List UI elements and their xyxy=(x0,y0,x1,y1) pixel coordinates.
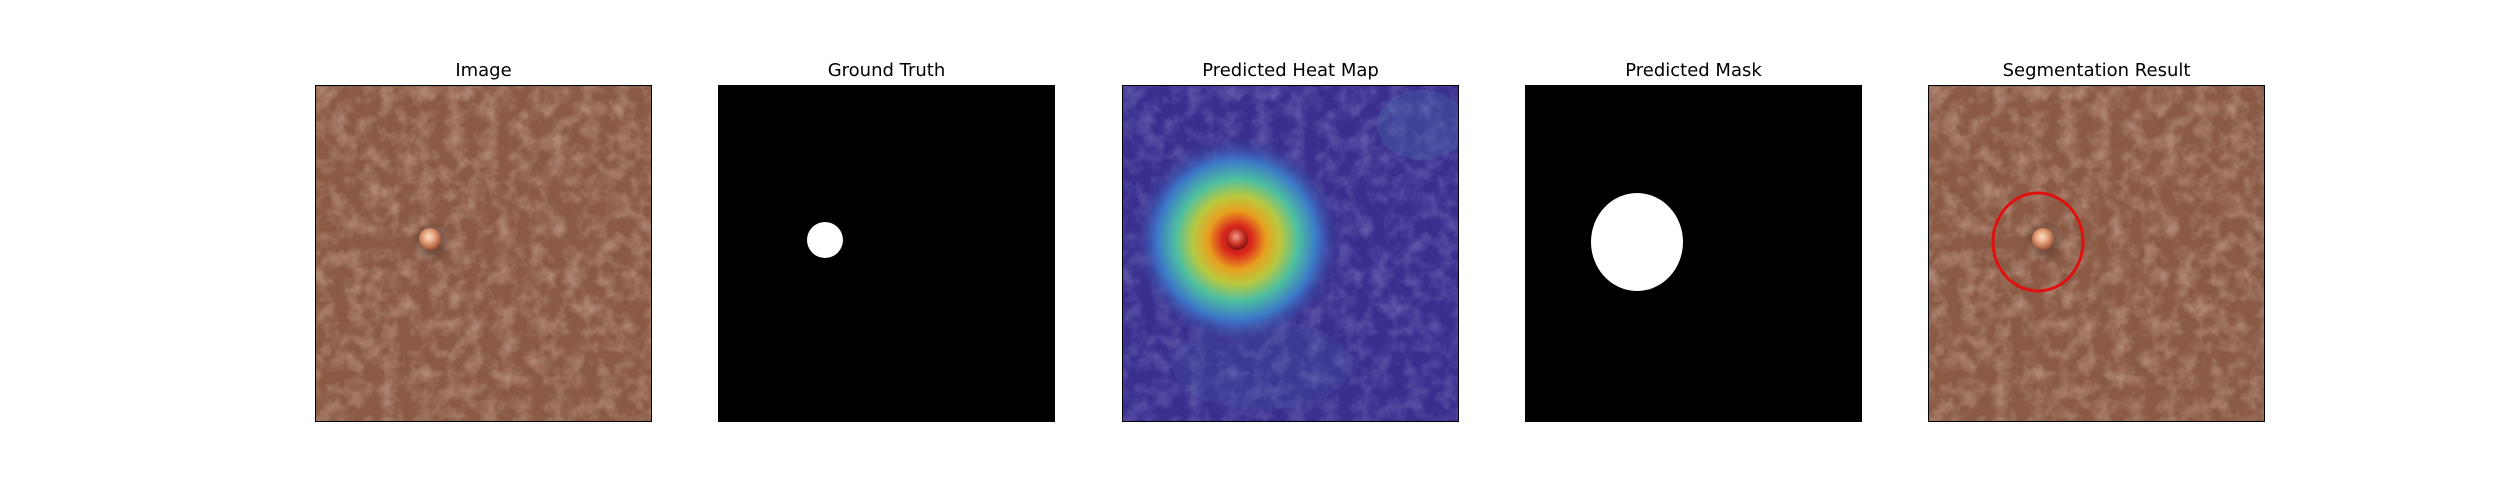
panel-image: Image xyxy=(315,52,652,424)
heat-faint-blob-top-right xyxy=(1377,90,1459,160)
segmentation-result xyxy=(1928,85,2265,422)
heat-map xyxy=(1122,85,1459,422)
leather-texture xyxy=(315,85,652,422)
panel-segmentation-result: Segmentation Result xyxy=(1928,52,2265,424)
panel-title-heat-map: Predicted Heat Map xyxy=(1202,60,1379,81)
segmentation-outline xyxy=(1991,191,2085,293)
leather-image xyxy=(315,85,652,422)
predicted-region xyxy=(1591,193,1683,291)
predicted-mask xyxy=(1525,85,1862,422)
panel-title-image: Image xyxy=(455,60,512,81)
ground-truth-region xyxy=(807,222,843,258)
defect-spot xyxy=(2032,228,2054,250)
heat-defect-spot xyxy=(1226,228,1248,250)
panel-predicted-mask: Predicted Mask xyxy=(1525,52,1862,424)
panel-heat-map: Predicted Heat Map xyxy=(1122,52,1459,424)
panel-title-ground-truth: Ground Truth xyxy=(827,60,946,81)
panel-title-predicted-mask: Predicted Mask xyxy=(1625,60,1762,81)
panel-title-segmentation-result: Segmentation Result xyxy=(2002,60,2191,81)
ground-truth-mask xyxy=(718,85,1055,422)
defect-spot xyxy=(419,228,441,250)
panel-ground-truth: Ground Truth xyxy=(718,52,1055,424)
